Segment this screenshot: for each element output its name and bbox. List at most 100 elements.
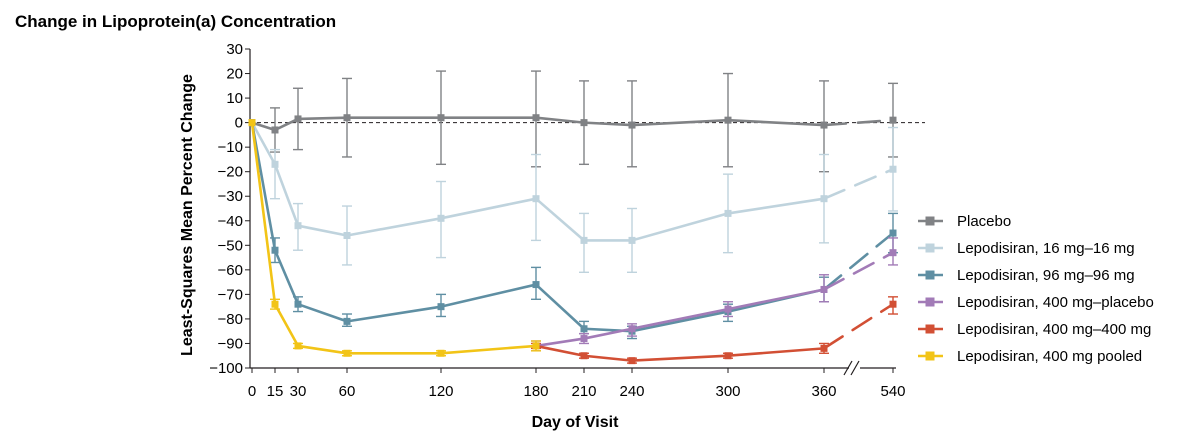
legend-label: Lepodisiran, 96 mg–96 mg [957,267,1135,284]
legend-label: Lepodisiran, 16 mg–16 mg [957,240,1135,257]
series-line-segment [534,337,586,348]
series-line-segment [273,163,300,227]
y-tick-label: 20 [226,66,243,83]
series-line-segment [273,248,300,306]
series-line-segment [534,197,586,242]
y-axis-label: Least-Squares Mean Percent Change [179,74,196,356]
data-point [889,116,897,124]
legend-swatch-marker [925,297,935,307]
plot-area [248,70,898,365]
data-point [271,300,279,308]
series-line-segment [345,217,443,237]
x-tick-label: 30 [290,383,307,400]
series-line-segment [822,167,895,200]
legend-label: Lepodisiran, 400 mg pooled [957,348,1142,365]
data-point [820,285,828,293]
data-point [343,317,351,325]
series-line-segment [822,118,895,127]
x-tick-label: 60 [339,383,356,400]
data-point [294,342,302,350]
y-tick-label: −80 [218,311,243,328]
data-point [532,281,540,289]
series-line-segment [345,305,443,323]
data-point [580,335,588,343]
series-line-segment [726,347,826,358]
legend-swatch-marker [925,243,935,253]
data-point [271,246,279,254]
data-point [724,116,732,124]
y-tick-label: −20 [218,164,243,181]
legend-label: Lepodisiran, 400 mg–placebo [957,294,1154,311]
data-point [294,115,302,123]
x-tick-label: 240 [619,383,644,400]
data-point [628,236,636,244]
chart-title: Change in Lipoprotein(a) Concentration [15,12,336,31]
series-1 [248,119,898,273]
data-point [532,195,540,203]
x-tick-label: 210 [571,383,596,400]
series-line-segment [296,224,349,237]
x-tick-label: 300 [715,383,740,400]
y-tick-label: −50 [218,237,243,254]
data-point [820,121,828,129]
y-tick-label: 10 [226,90,243,107]
legend-label: Placebo [957,213,1011,230]
series-line-segment [273,302,300,348]
series-line-segment [822,251,895,291]
data-point [437,349,445,357]
series-line-segment [822,231,895,291]
series-line-segment [296,344,349,355]
x-tick-label: 360 [811,383,836,400]
y-tick-label: −30 [218,188,243,205]
series-line-segment [582,327,634,340]
data-point [724,352,732,360]
data-point [437,214,445,222]
series-line-segment [439,197,538,220]
legend: Placebo Lepodisiran, 16 mg–16 mg Lepodisir… [918,213,1154,365]
data-point [724,305,732,313]
data-point [820,344,828,352]
x-tick-label: 180 [523,383,548,400]
data-point [437,114,445,122]
x-tick-label: 120 [428,383,453,400]
data-point [628,121,636,129]
series-line-segment [630,118,730,127]
data-point [628,357,636,365]
data-point [889,165,897,173]
series-line-segment [534,283,586,331]
data-point [628,325,636,333]
data-point [294,222,302,230]
legend-swatch-marker [925,270,935,280]
series-line-segment [630,310,730,333]
series-line-segment [439,283,538,308]
series-line-segment [439,344,538,355]
series-line-segment [582,354,634,362]
data-point [271,160,279,168]
series-line-segment [273,117,300,132]
series-2 [248,119,898,340]
series-0 [248,70,898,173]
data-point [343,231,351,239]
data-point [532,114,540,122]
y-tick-label: −100 [209,360,243,377]
legend-label: Lepodisiran, 400 mg–400 mg [957,321,1151,338]
data-point [580,352,588,360]
y-tick-label: −60 [218,262,243,279]
legend-swatch-marker [925,351,935,361]
series-line-segment [630,307,730,331]
series-line-segment [726,288,826,311]
axis-break-mark [843,360,853,376]
series-line-segment [630,212,730,242]
data-point [248,119,256,127]
x-tick-label: 540 [880,383,905,400]
series-line-segment [582,121,634,127]
series-line-segment [250,121,277,306]
series-line-segment [250,121,277,132]
data-point [580,119,588,127]
series-line-segment [296,302,349,323]
series-line-segment [822,302,895,350]
data-point [532,342,540,350]
series-line-segment [726,118,826,127]
